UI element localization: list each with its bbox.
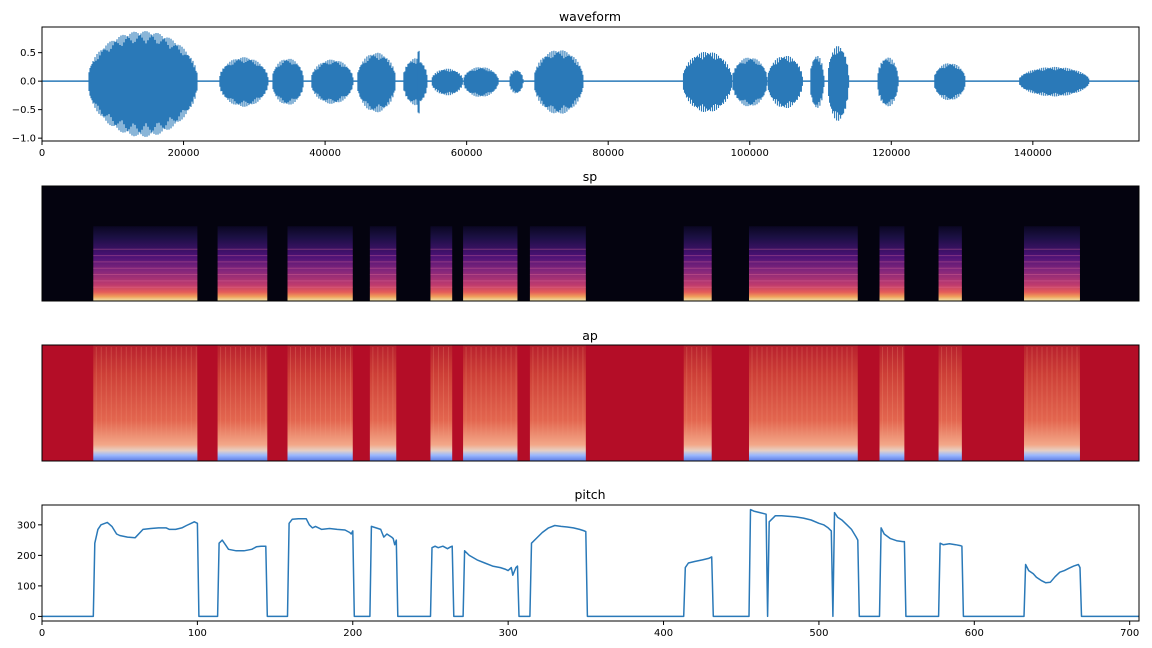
- pitch-title: pitch: [574, 487, 605, 502]
- sp-heatmap: [93, 226, 1080, 301]
- pitch-y-tick-label: 200: [17, 551, 36, 562]
- ap-voiced-region: [748, 345, 858, 461]
- waveform-segment: [1019, 66, 1090, 97]
- waveform-segment: [732, 57, 768, 107]
- ap-heatmap-background: [42, 345, 1139, 461]
- waveform-y-tick-label: 0.5: [20, 48, 36, 59]
- waveform-segment: [534, 50, 584, 114]
- waveform-segment: [357, 52, 396, 113]
- ap-heatmap: [93, 345, 1080, 461]
- sp-voiced-region: [287, 226, 353, 301]
- pitch-x-tick-label: 0: [39, 628, 45, 639]
- waveform-x-tick-label: 0: [39, 148, 45, 159]
- sp-voiced-region: [1024, 226, 1080, 301]
- sp-voiced-region: [529, 226, 586, 301]
- pitch-y-axis: 0 100 200 300: [17, 520, 42, 623]
- ap-voiced-region: [93, 345, 198, 461]
- waveform-segment: [767, 56, 803, 108]
- waveform-x-tick-label: 80000: [592, 148, 624, 159]
- waveform-y-tick-label: −1.0: [12, 134, 36, 145]
- waveform-segment: [311, 59, 354, 104]
- pitch-x-tick-label: 700: [1120, 628, 1139, 639]
- sp-voiced-region: [748, 226, 858, 301]
- waveform-segment: [219, 57, 269, 107]
- pitch-x-tick-label: 100: [188, 628, 207, 639]
- waveform-x-tick-label: 40000: [309, 148, 341, 159]
- waveform-segment: [877, 57, 899, 107]
- waveform-y-tick-label: −0.5: [12, 105, 36, 116]
- sp-voiced-region: [879, 226, 905, 301]
- pitch-x-axis: 0 100 200 300 400 500 600 700: [39, 621, 1139, 639]
- panel-pitch: pitch 0 100 200 300 400 500 600 700 0 100 200 300: [17, 487, 1140, 639]
- waveform-segment: [272, 58, 304, 105]
- pitch-y-tick-label: 300: [17, 520, 36, 531]
- waveform-x-tick-label: 20000: [168, 148, 200, 159]
- waveform-x-tick-label: 120000: [872, 148, 910, 159]
- sp-title: sp: [583, 169, 598, 184]
- waveform-segment: [682, 52, 733, 112]
- waveform-segment: [934, 63, 966, 100]
- waveform-title: waveform: [559, 9, 621, 24]
- ap-voiced-region: [217, 345, 268, 461]
- pitch-x-tick-label: 500: [809, 628, 828, 639]
- waveform-x-tick-label: 140000: [1014, 148, 1052, 159]
- waveform-y-tick-label: 0.0: [20, 77, 36, 88]
- waveform-trace: [42, 31, 1139, 137]
- waveform-segment: [88, 31, 198, 137]
- sp-heatmap-background: [42, 186, 1139, 301]
- waveform-segment: [810, 56, 825, 108]
- ap-voiced-region: [879, 345, 905, 461]
- waveform-segment: [828, 46, 850, 121]
- waveform-x-tick-label: 100000: [731, 148, 769, 159]
- waveform-y-axis: −1.0 −0.5 0.0 0.5: [12, 48, 42, 145]
- sp-voiced-region: [938, 226, 962, 301]
- sp-voiced-region: [430, 226, 453, 301]
- ap-voiced-region: [463, 345, 518, 461]
- ap-axes-frame: [41, 344, 1140, 462]
- ap-voiced-region: [1024, 345, 1080, 461]
- waveform-segment: [417, 50, 420, 114]
- ap-voiced-region: [529, 345, 586, 461]
- waveform-segment: [403, 58, 428, 106]
- sp-voiced-region: [369, 226, 397, 301]
- pitch-x-tick-label: 600: [965, 628, 984, 639]
- sp-voiced-region: [217, 226, 268, 301]
- ap-voiced-region: [430, 345, 453, 461]
- panel-waveform: waveform 0 20000 40000 60000 80000 100000 1200…: [12, 9, 1140, 159]
- pitch-y-tick-label: 100: [17, 581, 36, 592]
- pitch-y-tick-label: 0: [30, 612, 36, 623]
- ap-voiced-region: [938, 345, 962, 461]
- ap-voiced-region: [369, 345, 397, 461]
- pitch-x-tick-label: 400: [654, 628, 673, 639]
- sp-voiced-region: [463, 226, 518, 301]
- waveform-segment: [431, 68, 463, 96]
- pitch-x-tick-label: 300: [499, 628, 518, 639]
- waveform-segment: [463, 67, 499, 97]
- waveform-segment: [509, 70, 524, 94]
- panel-ap: ap: [41, 328, 1140, 462]
- sp-voiced-region: [683, 226, 712, 301]
- pitch-series-line: [42, 508, 1139, 618]
- panel-sp: sp: [41, 169, 1140, 302]
- waveform-x-axis: 0 20000 40000 60000 80000 100000 120000 140000: [39, 141, 1052, 159]
- sp-voiced-region: [93, 226, 198, 301]
- ap-voiced-region: [683, 345, 712, 461]
- waveform-x-tick-label: 60000: [451, 148, 483, 159]
- waveform-axes-frame: [41, 26, 1140, 142]
- pitch-x-tick-label: 200: [343, 628, 362, 639]
- ap-title: ap: [582, 328, 598, 343]
- ap-voiced-region: [287, 345, 353, 461]
- sp-axes-frame: [41, 185, 1140, 302]
- pitch-axes-frame: [41, 504, 1140, 622]
